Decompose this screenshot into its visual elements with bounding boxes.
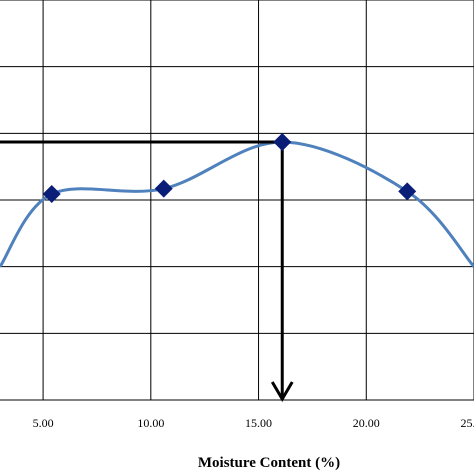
x-tick-label: 25.00 xyxy=(461,416,474,430)
data-point xyxy=(273,133,292,151)
x-tick-label: 10.00 xyxy=(137,416,164,430)
data-point xyxy=(42,185,61,203)
series-curve xyxy=(0,140,474,268)
data-point xyxy=(398,182,417,201)
x-tick-label: 15.00 xyxy=(245,416,272,430)
x-tick-labels: 5.00 10.00 15.00 20.00 25.00 xyxy=(33,416,474,430)
x-tick-label: 20.00 xyxy=(353,416,380,430)
series-markers xyxy=(42,133,417,203)
x-tick-label: 5.00 xyxy=(33,416,54,430)
grid xyxy=(0,0,474,401)
annotation-arrowhead xyxy=(270,381,294,402)
optimum-annotation xyxy=(0,140,294,402)
data-point xyxy=(154,179,173,198)
x-axis-title: Moisture Content (%) xyxy=(198,455,340,471)
